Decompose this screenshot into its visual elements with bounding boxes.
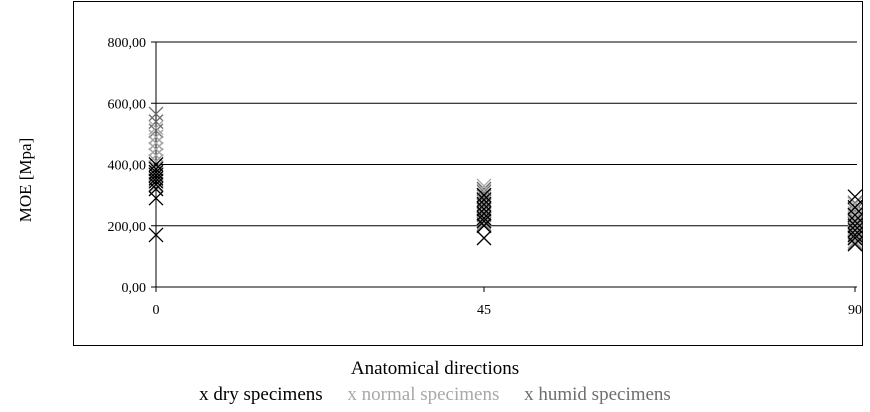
data-point — [148, 181, 164, 197]
grid-layer — [156, 41, 857, 227]
data-point — [148, 106, 164, 122]
data-point — [847, 201, 863, 217]
data-point — [148, 141, 164, 157]
data-point — [148, 153, 164, 169]
data-point — [148, 164, 164, 180]
x-tick-label: 45 — [477, 303, 491, 318]
data-point — [847, 196, 863, 212]
data-point — [847, 195, 863, 211]
legend-item-dry: x dry specimens — [199, 384, 323, 405]
data-point — [847, 213, 863, 229]
legend: x dry specimens x normal specimens x hum… — [0, 384, 870, 406]
marks-layer — [148, 106, 863, 252]
y-tick-label: 600,00 — [108, 97, 147, 112]
legend-item-humid: x humid specimens — [524, 384, 671, 405]
data-point — [847, 199, 863, 215]
data-point — [847, 218, 863, 234]
data-point — [476, 187, 492, 203]
data-point — [847, 207, 863, 223]
data-point — [847, 202, 863, 218]
data-point — [148, 161, 164, 177]
data-point — [148, 227, 164, 243]
data-point — [476, 230, 492, 246]
data-point — [476, 218, 492, 234]
data-point — [148, 178, 164, 194]
x-tick-label: 90 — [848, 303, 862, 318]
data-point — [847, 230, 863, 246]
chart-frame — [73, 1, 863, 346]
data-point — [148, 167, 164, 183]
y-tick-label: 200,00 — [108, 220, 147, 235]
x-axis-title: Anatomical directions — [350, 358, 520, 379]
y-tick-label: 800,00 — [108, 36, 147, 51]
data-point — [148, 157, 164, 172]
x-tick-label: 0 — [153, 303, 160, 318]
data-point — [476, 181, 492, 197]
y-tick-label: 400,00 — [108, 159, 147, 174]
data-point — [476, 184, 492, 200]
legend-item-normal: x normal specimens — [347, 384, 500, 405]
axis-layer: 0,00 200,00 400,00 600,00 800,00 0 45 90 — [108, 36, 863, 318]
data-point — [148, 160, 164, 176]
data-point — [476, 213, 492, 229]
data-point — [148, 135, 164, 151]
data-point — [476, 192, 492, 208]
y-tick-label: 0,00 — [122, 281, 147, 296]
data-point — [476, 189, 492, 205]
data-point — [148, 120, 164, 136]
data-point — [847, 189, 863, 205]
data-point — [148, 114, 164, 130]
